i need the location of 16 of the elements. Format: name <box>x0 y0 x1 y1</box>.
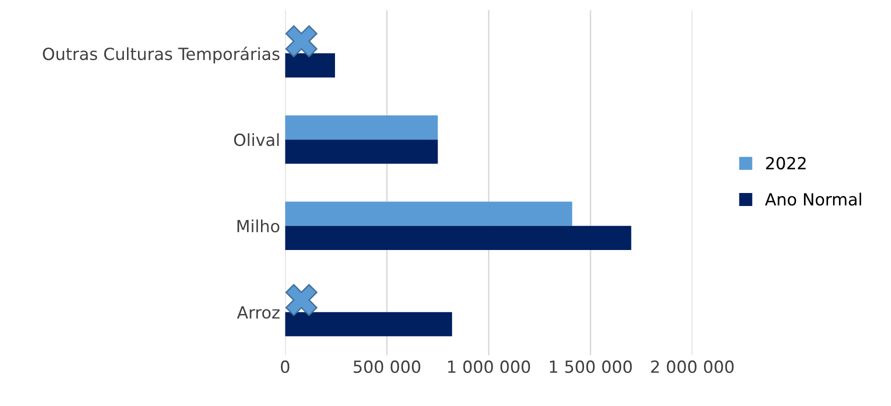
bar <box>285 312 452 336</box>
x-tick-label: 1 500 000 <box>550 360 632 374</box>
bar <box>285 202 572 226</box>
x-tick-label: 0 <box>280 360 290 374</box>
legend-label: 2022 <box>766 156 806 170</box>
x-tick-label: 500 000 <box>354 360 420 374</box>
bar <box>285 115 438 140</box>
x-tick-label: 1 000 000 <box>448 360 530 374</box>
y-tick-label: Milho <box>237 220 280 232</box>
legend-label: Ano Normal <box>765 192 862 206</box>
x-tick-label: 2 000 000 <box>651 360 734 374</box>
bar <box>285 226 632 250</box>
bar <box>285 140 438 164</box>
y-tick-label: Outras Culturas Temporárias <box>42 46 280 64</box>
y-tick-label: Arroz <box>237 306 280 319</box>
y-tick-label: Olival <box>234 133 279 146</box>
